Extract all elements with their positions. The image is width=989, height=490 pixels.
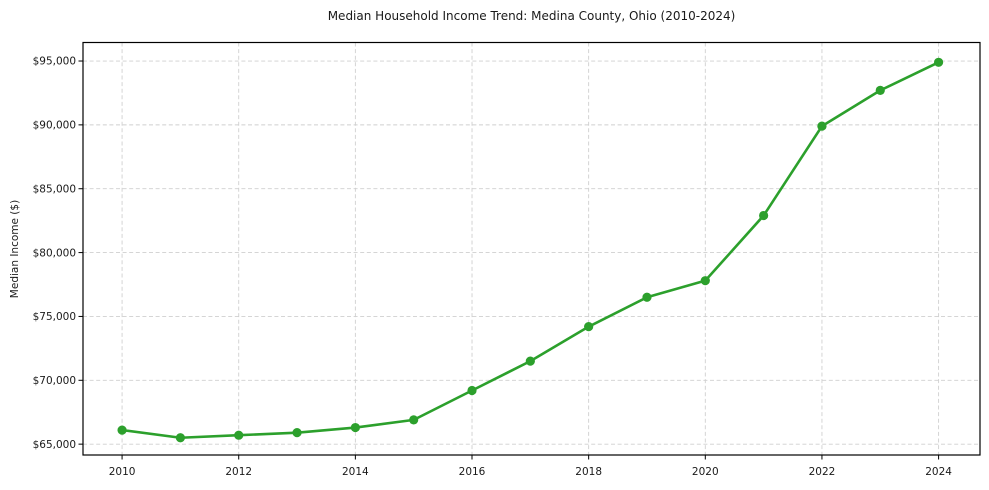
y-tick-label: $85,000 <box>33 183 76 195</box>
data-point <box>292 428 302 438</box>
series-line <box>120 60 940 440</box>
plot-frame <box>82 41 981 456</box>
data-point <box>817 121 827 131</box>
data-point <box>642 292 652 302</box>
y-tick-label: $70,000 <box>33 375 76 387</box>
y-tick-label: $95,000 <box>33 56 76 68</box>
x-tick-label: 2022 <box>809 466 836 478</box>
x-tick-label: 2018 <box>575 466 602 478</box>
x-tick-label: 2010 <box>109 466 136 478</box>
data-point <box>409 415 419 425</box>
data-point <box>117 425 127 435</box>
data-point <box>234 430 244 440</box>
y-tick-label: $90,000 <box>33 120 76 132</box>
x-tick-label: 2020 <box>692 466 719 478</box>
data-point <box>467 385 477 396</box>
x-tick-label: 2014 <box>342 466 369 478</box>
data-point <box>700 276 710 286</box>
y-tick-label: $80,000 <box>33 247 76 259</box>
data-point <box>350 422 360 433</box>
y-tick-label: $75,000 <box>33 311 76 323</box>
x-tick-label: 2024 <box>925 466 952 478</box>
chart-title: Median Household Income Trend: Medina Co… <box>327 9 736 23</box>
y-tick-label: $65,000 <box>33 439 76 451</box>
data-point <box>525 356 535 366</box>
data-point <box>933 57 944 67</box>
data-point <box>584 322 594 332</box>
x-tick-label: 2016 <box>459 466 486 478</box>
data-point <box>759 210 769 221</box>
x-tick-label: 2012 <box>225 466 252 478</box>
data-point <box>175 433 185 443</box>
data-point <box>875 85 885 95</box>
